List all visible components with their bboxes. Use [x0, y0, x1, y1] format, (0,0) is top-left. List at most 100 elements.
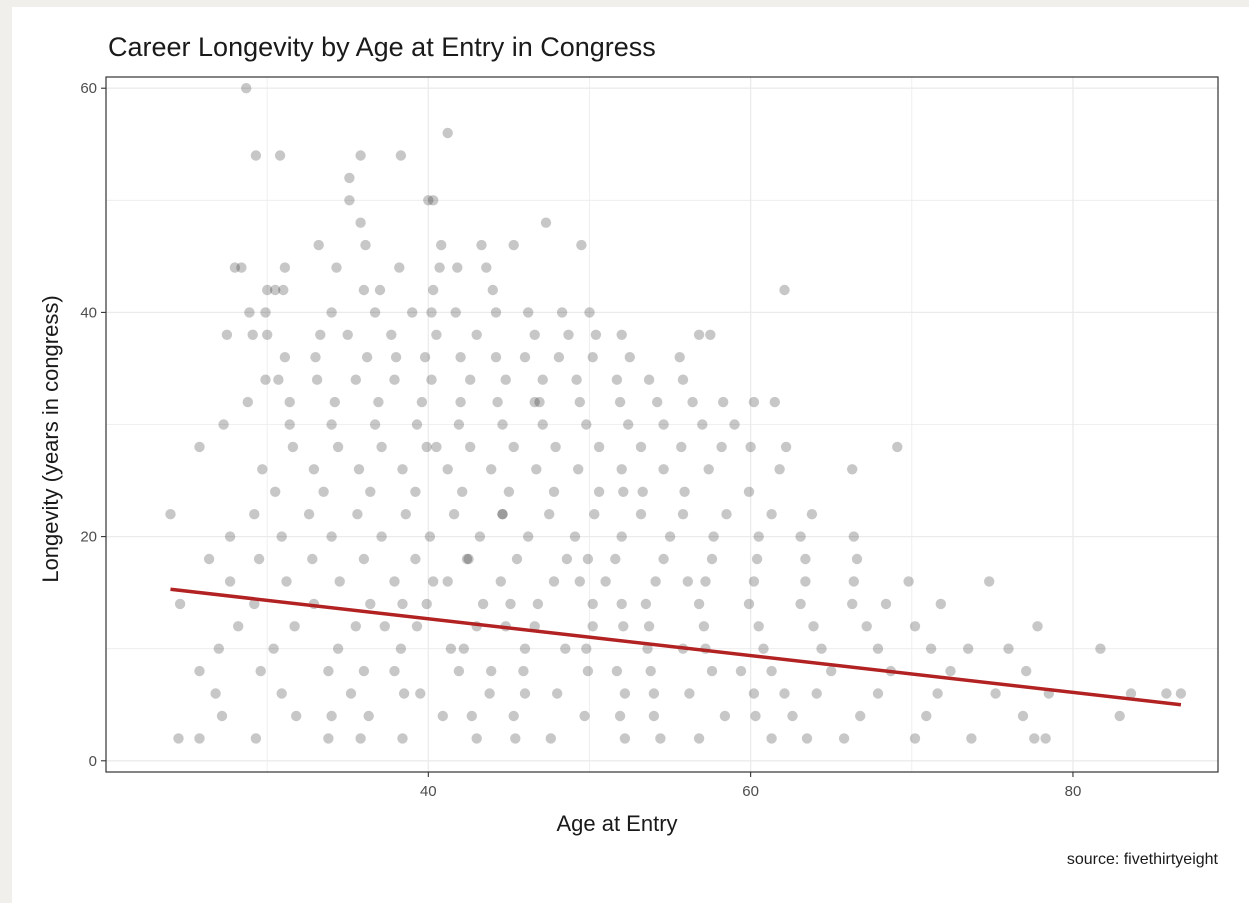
data-point: [700, 576, 711, 587]
data-point: [416, 396, 428, 408]
data-point: [323, 733, 334, 744]
data-point: [579, 710, 590, 722]
data-point: [540, 217, 552, 228]
data-point: [389, 374, 400, 385]
data-point: [355, 733, 366, 744]
data-point: [486, 464, 497, 475]
data-point: [445, 643, 457, 654]
data-point: [323, 665, 334, 677]
data-point: [548, 486, 560, 497]
data-point: [241, 83, 252, 94]
data-point: [249, 509, 260, 520]
data-point: [1032, 621, 1043, 632]
data-point: [262, 329, 273, 340]
data-point: [250, 733, 262, 744]
data-point: [708, 531, 719, 542]
data-point: [281, 576, 292, 587]
data-point: [452, 262, 463, 273]
data-point: [935, 598, 946, 610]
data-point: [257, 464, 268, 475]
data-point: [334, 576, 345, 587]
data-point: [426, 374, 437, 385]
data-point: [677, 509, 689, 520]
data-point: [581, 419, 592, 430]
x-tick-label: 40: [420, 783, 437, 800]
data-point: [664, 531, 676, 542]
data-point: [236, 262, 247, 273]
data-point: [350, 621, 361, 632]
data-point: [635, 441, 647, 453]
data-point: [276, 531, 287, 542]
data-point: [529, 396, 540, 408]
data-point: [428, 195, 439, 206]
data-point: [584, 307, 595, 318]
data-point: [780, 441, 792, 453]
data-point: [851, 553, 863, 565]
data-point: [748, 688, 760, 699]
data-point: [394, 262, 405, 273]
data-point: [278, 284, 289, 296]
data-point: [423, 195, 434, 206]
data-point: [397, 733, 408, 744]
x-tick-label: 80: [1065, 783, 1082, 800]
data-point: [801, 733, 813, 744]
data-point: [787, 710, 798, 722]
data-point: [428, 576, 439, 587]
data-point: [260, 374, 271, 385]
data-point: [284, 419, 295, 430]
data-point: [487, 284, 498, 296]
y-tick-label: 20: [80, 529, 97, 546]
data-point: [303, 509, 315, 520]
data-point: [619, 733, 631, 744]
data-point: [616, 598, 627, 610]
data-point: [753, 621, 764, 632]
data-point: [270, 284, 281, 296]
data-point: [436, 239, 447, 251]
data-point: [224, 531, 236, 542]
data-point: [743, 486, 755, 497]
data-point: [262, 284, 273, 296]
data-point: [779, 284, 790, 296]
data-point: [872, 643, 884, 654]
data-point: [1021, 665, 1032, 677]
data-point: [326, 307, 337, 318]
data-point: [766, 509, 777, 520]
data-point: [903, 576, 914, 587]
x-axis-ticks: 40 60 80: [420, 772, 1081, 800]
data-point: [581, 643, 592, 654]
data-point: [216, 710, 228, 722]
data-point: [698, 621, 710, 632]
data-point: [194, 733, 205, 744]
data-point: [769, 396, 780, 408]
data-point: [963, 643, 974, 654]
data-point: [945, 665, 956, 677]
data-point: [421, 598, 432, 610]
data-point: [194, 665, 205, 677]
data-point: [735, 665, 747, 677]
data-point: [390, 352, 402, 363]
data-point: [751, 553, 763, 565]
data-point: [505, 598, 516, 610]
data-point: [611, 374, 623, 385]
data-point: [706, 665, 718, 677]
data-point: [582, 665, 594, 677]
data-point: [531, 464, 542, 475]
data-point: [229, 262, 241, 273]
data-point: [358, 553, 370, 565]
data-point: [233, 621, 244, 632]
data-point: [682, 576, 693, 587]
data-point: [618, 621, 629, 632]
data-point: [431, 329, 442, 340]
data-point: [611, 665, 623, 677]
data-point: [360, 239, 371, 251]
data-point: [455, 352, 466, 363]
data-point: [706, 553, 718, 565]
data-point: [652, 396, 663, 408]
data-point: [779, 688, 790, 699]
data-point: [270, 486, 281, 497]
data-point: [643, 621, 655, 632]
data-point: [519, 688, 531, 699]
data-point: [679, 486, 690, 497]
data-point: [1095, 643, 1106, 654]
data-point: [242, 396, 253, 408]
